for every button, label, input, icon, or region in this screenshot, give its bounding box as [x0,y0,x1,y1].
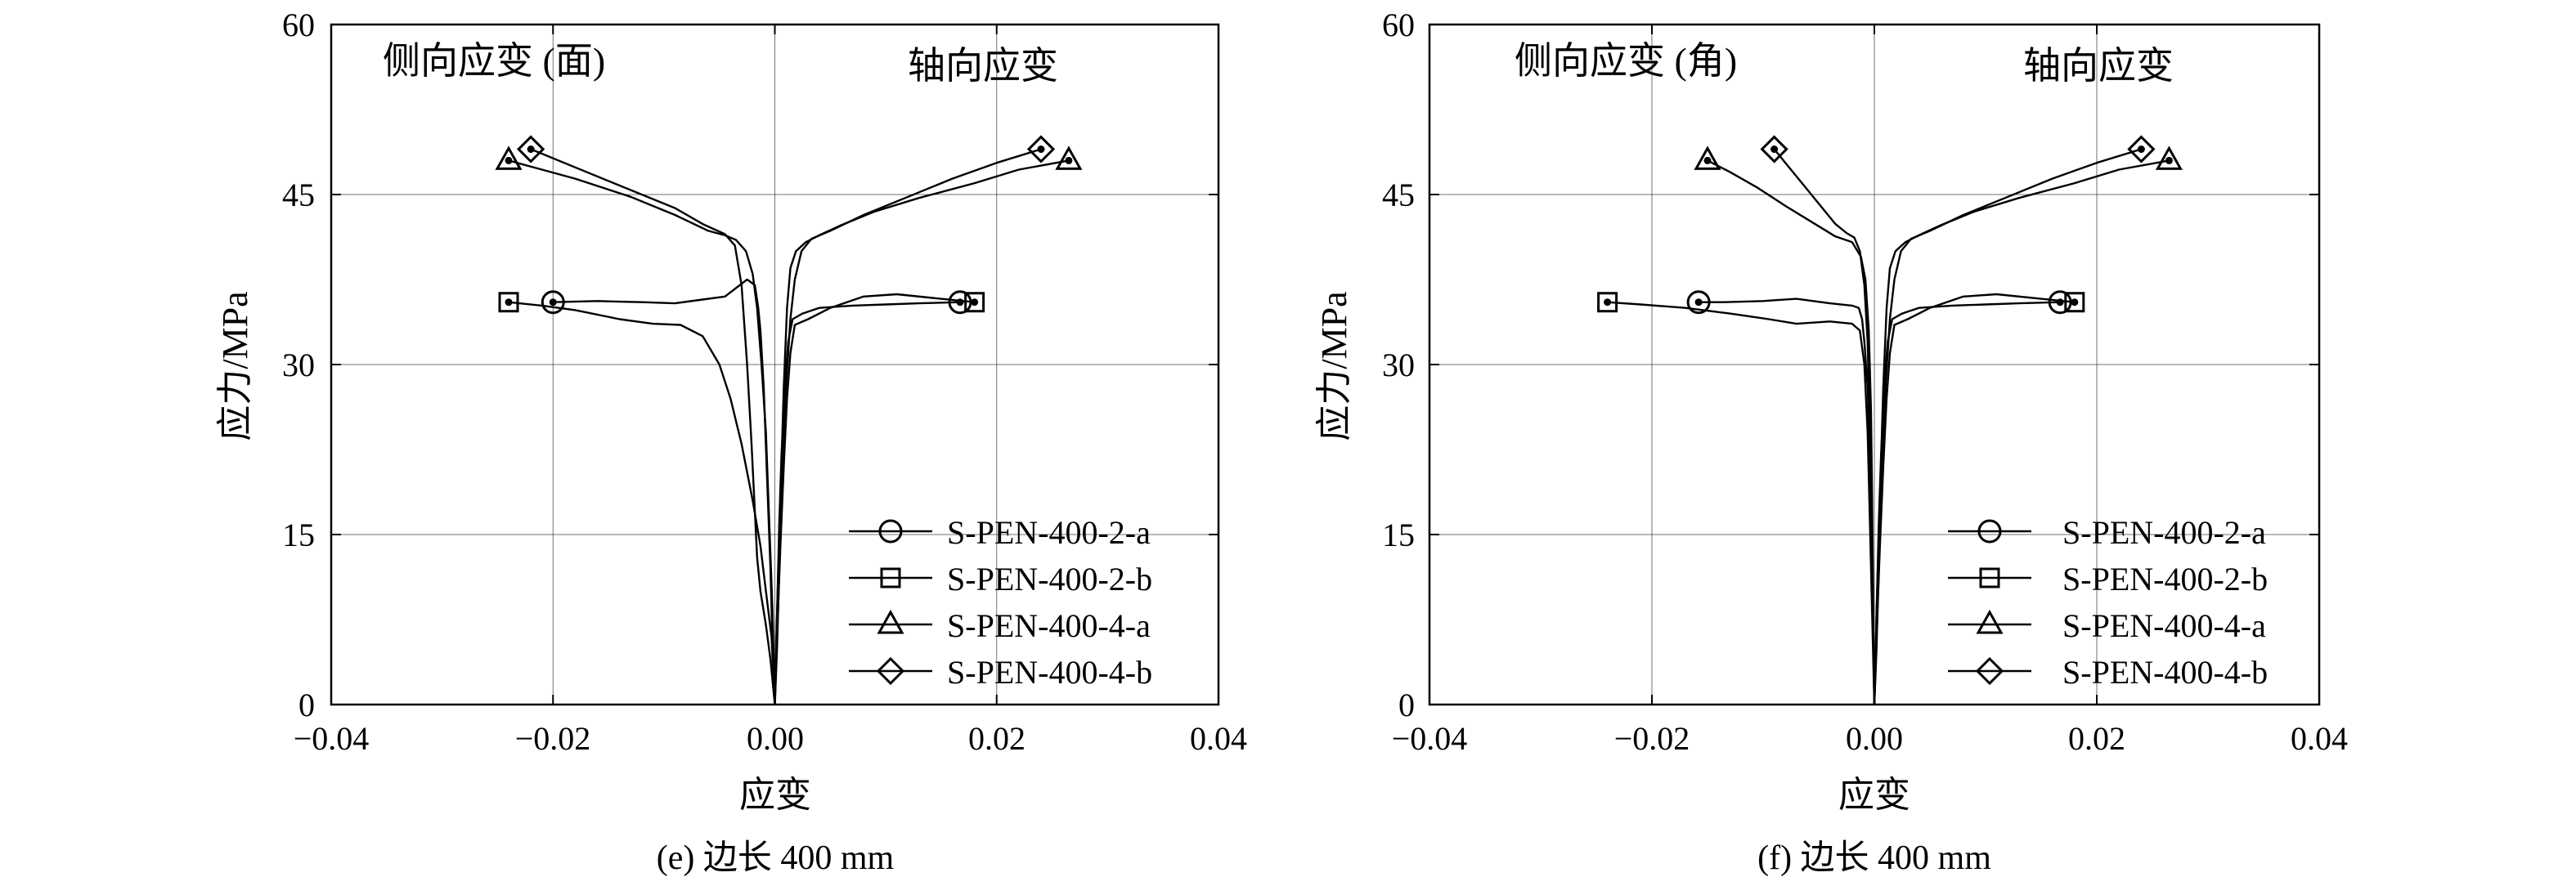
legend-marker-diamond [1975,656,2004,686]
y-tick-label: 0 [298,687,315,723]
legend-marker-triangle [877,609,904,634]
x-tick-label: −0.04 [294,720,370,757]
series-marker-dot [971,298,979,307]
chart-panel-f: 60 45 30 15 0 −0.04 −0.02 0.00 0.02 0.04… [1314,7,2348,877]
legend [849,519,932,686]
series-marker-diamond [2127,135,2156,163]
x-tick-label: 0.00 [1846,720,1903,757]
series-curves [495,135,1083,705]
series-marker-circle [541,290,565,315]
series-marker-dot [527,145,535,154]
series-curves [1597,135,2183,705]
series-marker-triangle [495,145,523,170]
x-axis-title: 应变 [739,775,811,815]
legend-marker-circle [1977,519,2002,544]
panel-caption: (f) 边长 400 mm [1757,839,1991,877]
series-marker-diamond [1760,135,1788,163]
x-tick-label: 0.04 [2291,720,2348,757]
legend-marker-triangle [1976,609,2004,634]
panel-caption: (e) 边长 400 mm [657,839,895,877]
axial-strain-annotation: 轴向应变 [2023,45,2174,87]
series-line-lateral [1607,301,1876,705]
x-axis-title: 应变 [1838,775,1910,815]
series-marker-square [1597,292,1618,313]
legend-label: S-PEN-400-2-a [947,514,1151,551]
legend-label: S-PEN-400-4-b [2062,654,2268,691]
series-marker-square [964,292,985,313]
lateral-strain-annotation: 侧向应变 (角) [1515,40,1737,82]
series-marker-square [2064,292,2085,313]
x-tick-label: 0.04 [1190,720,1247,757]
series-line-axial [774,159,1070,705]
y-tick-label: 15 [282,517,315,553]
series-marker-dot [2071,298,2079,307]
series-marker-dot [1604,298,1612,307]
x-tick-label: −0.02 [515,720,591,757]
series-line-lateral [1707,159,1876,705]
x-tick-label: 0.02 [968,720,1025,757]
y-tick-label: 30 [1382,347,1415,383]
lateral-strain-annotation: 侧向应变 (面) [383,40,605,82]
series-marker-dot [505,156,513,164]
series-marker-dot [505,298,513,307]
legend-label: S-PEN-400-4-a [947,607,1151,644]
legend [1948,519,2031,686]
legend-label: S-PEN-400-4-b [947,654,1152,691]
x-tick-label: −0.02 [1614,720,1690,757]
y-tick-label: 15 [1382,517,1415,553]
series-marker-dot [1703,156,1712,164]
y-axis-title: 应力/MPa [1314,291,1354,441]
series-marker-triangle [1055,145,1083,170]
series-marker-dot [2165,156,2173,164]
legend-label: S-PEN-400-2-b [947,561,1152,597]
series-marker-dot [1770,145,1779,154]
series-marker-diamond [517,135,545,163]
series-marker-dot [1694,298,1703,307]
series-marker-circle [1686,290,1711,315]
series-line-lateral [530,148,776,705]
legend-marker-square [880,567,901,588]
y-tick-label: 60 [282,7,315,43]
x-tick-label: 0.02 [2068,720,2125,757]
series-line-axial [774,148,1042,705]
series-line-axial [1873,159,2170,705]
x-tick-label: −0.04 [1392,720,1468,757]
series-marker-triangle [2155,145,2183,170]
y-tick-label: 45 [1382,177,1415,213]
series-line-lateral [508,159,776,705]
series-marker-dot [549,298,557,307]
y-tick-label: 45 [282,177,315,213]
series-marker-dot [1037,145,1045,154]
y-axis-title: 应力/MPa [215,291,255,441]
y-tick-label: 60 [1382,7,1415,43]
y-tick-label: 30 [282,347,315,383]
axial-strain-annotation: 轴向应变 [908,45,1058,87]
series-marker-dot [2137,145,2145,154]
y-tick-label: 0 [1398,687,1415,723]
series-marker-diamond [1026,135,1056,163]
legend-marker-circle [878,519,903,544]
series-marker-triangle [1694,145,1721,170]
x-tick-label: 0.00 [747,720,804,757]
legend-marker-diamond [876,656,905,686]
legend-label: S-PEN-400-4-a [2062,607,2266,644]
legend-label: S-PEN-400-2-a [2062,514,2266,551]
series-line-axial [1873,148,2142,705]
series-marker-dot [1065,156,1073,164]
series-line-lateral [1773,148,1876,705]
series-marker-square [498,292,519,313]
series-line-lateral [508,301,776,705]
chart-panel-e: 60 45 30 15 0 −0.04 −0.02 0.00 0.02 0.04… [215,7,1247,877]
legend-marker-square [1979,567,2000,588]
legend-label: S-PEN-400-2-b [2062,561,2268,597]
